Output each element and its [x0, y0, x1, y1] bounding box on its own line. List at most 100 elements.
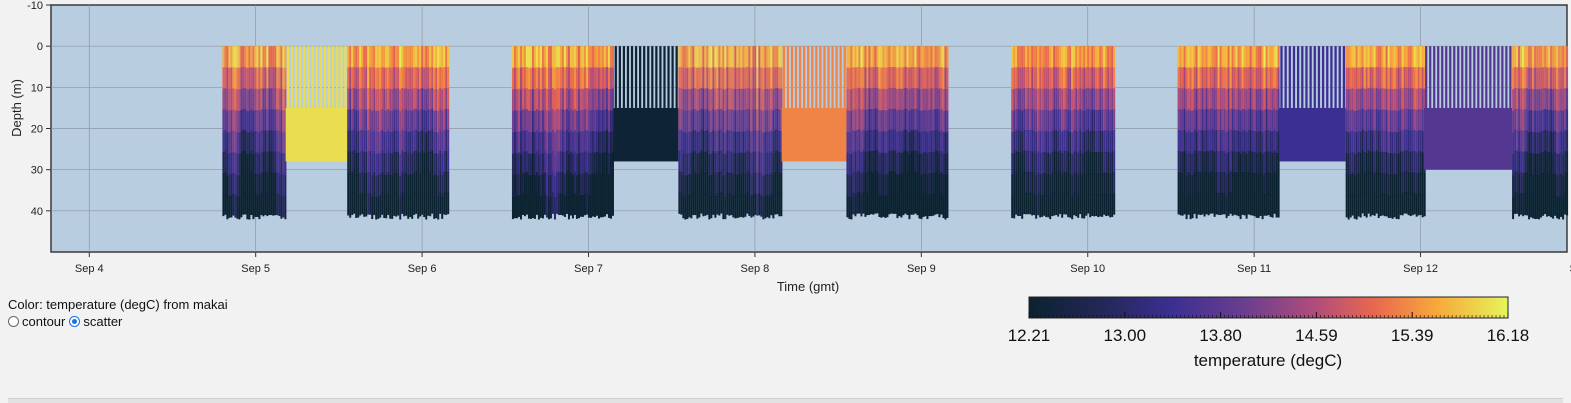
profile-cell — [1359, 67, 1362, 90]
profile-cell — [258, 132, 261, 155]
profile-cell — [268, 46, 271, 68]
contour-radio[interactable] — [8, 316, 19, 327]
profile-cell — [720, 171, 723, 193]
profile-cell — [565, 108, 568, 131]
profile-cell — [365, 109, 368, 132]
profile-cell — [736, 89, 739, 111]
profile-cell — [347, 151, 350, 174]
profile-cell — [1051, 46, 1054, 68]
profile-cell — [718, 130, 721, 153]
profile-cell — [1053, 67, 1056, 89]
profile-cell — [778, 152, 781, 174]
profile-cell — [597, 110, 600, 133]
profile-cell — [1181, 67, 1184, 89]
profile-block — [347, 46, 450, 220]
profile-cell — [678, 108, 681, 131]
profile-cell — [284, 67, 287, 90]
profile-cell — [690, 110, 693, 133]
profile-cell — [262, 88, 265, 111]
color-caption: Color: temperature (degC) from makai — [8, 297, 228, 312]
profile-cell — [1061, 195, 1064, 218]
profile-cell — [1544, 192, 1547, 215]
profile-cell — [1409, 173, 1412, 195]
profile-cell — [1363, 173, 1366, 195]
profile-cell — [543, 151, 546, 173]
profile-cell — [256, 195, 259, 217]
profile-cell — [583, 67, 586, 89]
profile-cell — [1011, 153, 1014, 176]
profile-cell — [1047, 67, 1050, 90]
profile-cell — [1071, 67, 1074, 90]
profile-cell — [1409, 194, 1412, 217]
profile-cell — [1031, 193, 1034, 216]
profile-cell — [738, 174, 741, 197]
profile-cell — [513, 174, 516, 197]
profile-stripe — [647, 46, 650, 108]
profile-stripe — [1309, 46, 1312, 108]
profile-cell — [1201, 172, 1204, 194]
profile-cell — [575, 132, 578, 155]
profile-cell — [1405, 46, 1408, 68]
profile-cell — [740, 88, 743, 111]
profile-cell — [391, 110, 394, 133]
profile-cell — [377, 89, 380, 112]
profile-cell — [1520, 193, 1523, 215]
profile-cell — [1387, 131, 1390, 154]
profile-cell — [589, 67, 592, 90]
profile-cell — [437, 175, 440, 198]
profile-cell — [1269, 67, 1272, 90]
profile-cell — [1187, 88, 1190, 110]
profile-cell — [381, 46, 384, 68]
profile-cell — [1512, 46, 1515, 69]
profile-cell — [1069, 110, 1072, 133]
profile-cell — [920, 153, 923, 176]
profile-cell — [1057, 109, 1060, 132]
profile-cell — [1251, 193, 1254, 216]
profile-cell — [1069, 195, 1072, 218]
profile-cell — [1387, 110, 1390, 133]
profile-stripe — [790, 46, 794, 108]
profile-cell — [934, 109, 937, 131]
profile-cell — [870, 171, 873, 194]
profile-cell — [1213, 131, 1216, 154]
scatter-radio[interactable] — [69, 316, 81, 327]
profile-cell — [595, 88, 598, 111]
profile-cell — [266, 194, 269, 217]
profile-cell — [892, 192, 895, 214]
profile-cell — [876, 129, 879, 151]
profile-cell — [284, 110, 287, 133]
profile-cell — [597, 196, 600, 219]
profile-cell — [421, 109, 424, 131]
profile-cell — [680, 109, 683, 131]
profile-cell — [1375, 87, 1378, 110]
profile-cell — [896, 153, 899, 176]
profile-cell — [525, 109, 528, 131]
profile-cell — [421, 88, 424, 110]
profile-cell — [1025, 109, 1028, 131]
profile-cell — [585, 151, 588, 173]
profile-cell — [1347, 197, 1350, 220]
profile-cell — [533, 89, 536, 112]
profile-cell — [1081, 131, 1084, 154]
profile-cell — [1349, 67, 1352, 90]
profile-cell — [1259, 173, 1262, 195]
profile-cell — [1217, 109, 1220, 131]
profile-cell — [407, 132, 410, 155]
profile-cell — [1201, 88, 1204, 110]
profile-cell — [549, 132, 552, 155]
profile-cell — [1255, 153, 1258, 176]
profile-cell — [443, 172, 446, 194]
profile-cell — [234, 67, 237, 90]
profile-cell — [605, 129, 608, 152]
profile-cell — [762, 197, 765, 220]
profile-cell — [1059, 129, 1062, 152]
profile-cell — [908, 197, 911, 220]
profile-cell — [284, 46, 287, 69]
profile-cell — [280, 110, 283, 133]
profile-cell — [268, 88, 271, 110]
profile-cell — [920, 132, 923, 155]
profile-cell — [236, 67, 239, 90]
profile-stripe — [839, 46, 842, 108]
profile-cell — [1530, 46, 1533, 69]
profile-cell — [254, 110, 257, 132]
